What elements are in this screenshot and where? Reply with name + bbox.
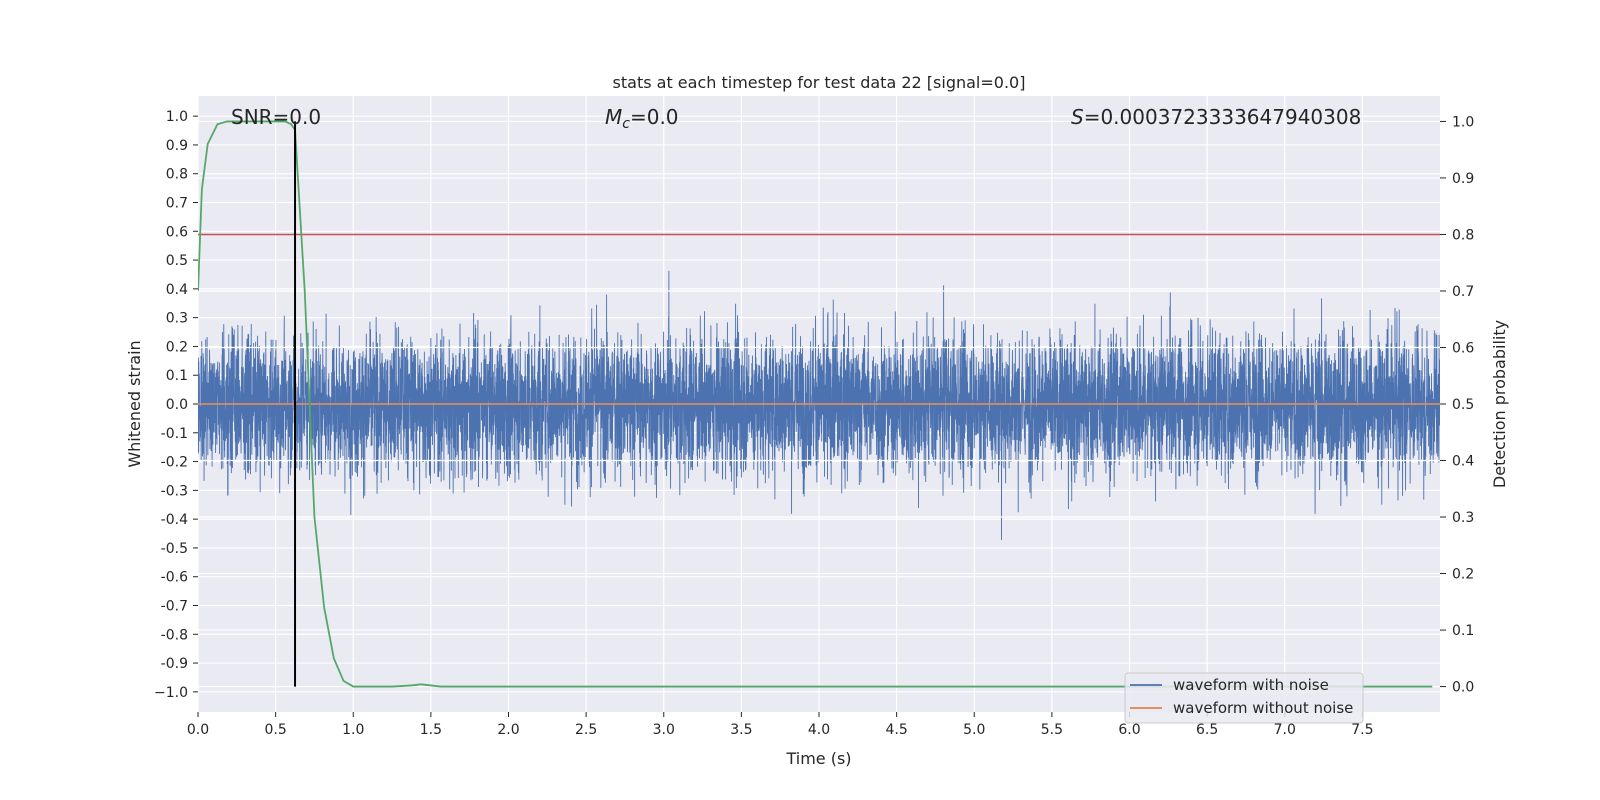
waveform-with-noise-line xyxy=(198,270,1440,541)
y-tick-label: -0.9 xyxy=(161,656,188,672)
x-tick-label: 3.5 xyxy=(730,722,752,738)
legend-noise-label: waveform with noise xyxy=(1173,676,1329,694)
y-tick-label: 1.0 xyxy=(166,109,188,125)
y-tick-label: -0.1 xyxy=(161,426,188,442)
legend-clean-label: waveform without noise xyxy=(1173,699,1353,717)
snr-annotation: SNR=0.0 xyxy=(231,105,321,129)
x-tick-label: 0.0 xyxy=(187,722,209,738)
y2-tick-label: 0.2 xyxy=(1452,567,1474,583)
x-tick-label: 0.5 xyxy=(264,722,286,738)
x-tick-label: 6.0 xyxy=(1118,722,1140,738)
x-tick-label: 4.0 xyxy=(808,722,830,738)
y-tick-label: 0.1 xyxy=(166,368,188,384)
y2-tick-label: 0.4 xyxy=(1452,454,1474,470)
x-tick-label: 7.0 xyxy=(1274,722,1296,738)
x-tick-label: 2.5 xyxy=(575,722,597,738)
y-tick-label: -0.3 xyxy=(161,483,188,499)
y-tick-label: -0.7 xyxy=(161,598,188,614)
x-tick-label: 5.0 xyxy=(963,722,985,738)
y2-tick-label: 0.5 xyxy=(1452,397,1474,413)
x-tick-label: 1.5 xyxy=(420,722,442,738)
y-tick-label: -0.8 xyxy=(161,627,188,643)
y-tick-label: 0.9 xyxy=(166,138,188,154)
y2-tick-label: 0.3 xyxy=(1452,510,1474,526)
x-tick-label: 4.5 xyxy=(885,722,907,738)
y2-tick-label: 1.0 xyxy=(1452,114,1474,130)
x-tick-label: 5.5 xyxy=(1041,722,1063,738)
chart-title: stats at each timestep for test data 22 … xyxy=(613,73,1026,92)
y2-tick-label: 0.6 xyxy=(1452,340,1474,356)
y-tick-label: −1.0 xyxy=(154,685,188,701)
detection-probability-line xyxy=(198,120,1433,688)
y-tick-label: 0.4 xyxy=(166,282,188,298)
score-annotation: S=0.0003723333647940308 xyxy=(1071,105,1361,129)
x-tick-label: 6.5 xyxy=(1196,722,1218,738)
x-tick-label: 1.0 xyxy=(342,722,364,738)
x-axis-label: Time (s) xyxy=(785,749,851,768)
y2-tick-label: 0.1 xyxy=(1452,623,1474,639)
y-tick-label: 0.7 xyxy=(166,196,188,212)
x-tick-label: 3.0 xyxy=(653,722,675,738)
x-tick-label: 2.0 xyxy=(497,722,519,738)
y2-tick-label: 0.7 xyxy=(1452,284,1474,300)
x-tick-label: 7.5 xyxy=(1351,722,1373,738)
y-tick-label: 0.3 xyxy=(166,311,188,327)
y-axis-label: Whitened strain xyxy=(125,340,144,467)
y2-tick-label: 0.0 xyxy=(1452,680,1474,696)
y-tick-label: -0.2 xyxy=(161,455,188,471)
y-tick-label: -0.4 xyxy=(161,512,188,528)
y-tick-label: 0.5 xyxy=(166,253,188,269)
y-tick-label: 0.8 xyxy=(166,167,188,183)
y2-tick-label: 0.8 xyxy=(1452,227,1474,243)
y-tick-label: -0.6 xyxy=(161,570,188,586)
y2-axis-label: Detection probability xyxy=(1490,320,1509,488)
y-tick-label: 0.6 xyxy=(166,224,188,240)
y2-axis: 1.0 0.9 0.8 0.7 0.6 0.5 0.4 0.3 0.2 0.1 0.0 xyxy=(1440,114,1474,696)
chirp-mass-annotation: Mc=0.0 xyxy=(605,105,679,132)
y-tick-label: -0.5 xyxy=(161,541,188,557)
x-axis: 0.0 0.5 1.0 1.5 2.0 2.5 3.0 3.5 4.0 4.5 5.0 5.5 6.0 6… xyxy=(187,712,1374,738)
y-tick-label: 0.0 xyxy=(166,397,188,413)
y2-tick-label: 0.9 xyxy=(1452,171,1474,187)
y-tick-label: 0.2 xyxy=(166,339,188,355)
y-axis: 1.0 0.9 0.8 0.7 0.6 0.5 0.4 0.3 0.2 0.1 0.0 -0.1 -0.… xyxy=(154,109,198,701)
legend: waveform with noise waveform without noi… xyxy=(1124,672,1364,724)
